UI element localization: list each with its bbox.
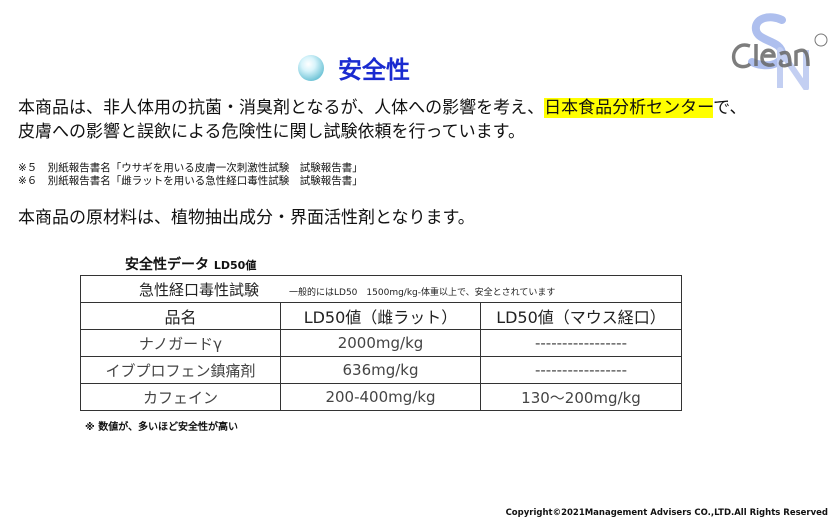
- cell: カフェイン: [80, 383, 281, 411]
- caption-main: 安全性データ: [125, 257, 209, 273]
- company-logo: [731, 13, 828, 90]
- column-header: LD50値（マウス経口）: [480, 302, 682, 330]
- cell: 130～200mg/kg: [480, 383, 682, 411]
- cell: -----------------: [480, 356, 682, 384]
- intro-line1: 本商品は、非人体用の抗菌・消臭剤となるが、人体への影響を考え、: [18, 98, 545, 118]
- cell: 2000mg/kg: [280, 329, 481, 357]
- test-name: 急性経口毒性試験: [139, 280, 260, 299]
- report-notes: ※５ 別紙報告書名「ウサギを用いる皮膚一次刺激性試験 試験報告書」 ※６ 別紙報…: [18, 162, 363, 188]
- caption-sub: LD50値: [213, 259, 257, 272]
- column-header: 品名: [80, 302, 281, 330]
- table-caption: 安全性データ LD50値: [125, 254, 256, 274]
- intro-line2: 皮膚への影響と誤飲による危険性に関し試験依頼を行っています。: [18, 122, 525, 142]
- intro-text: 本商品は、非人体用の抗菌・消臭剤となるが、人体への影響を考え、日本食品分析センタ…: [18, 96, 746, 144]
- table-row: ナノガードγ 2000mg/kg -----------------: [80, 329, 682, 357]
- orb-bullet-icon: [298, 54, 324, 81]
- test-note: 一般的にはLD50 1500mg/kg-体重以上で、安全とされています: [289, 287, 556, 298]
- test-header: 急性経口毒性試験 一般的にはLD50 1500mg/kg-体重以上で、安全とされて…: [80, 275, 682, 303]
- note-5: ※５ 別紙報告書名「ウサギを用いる皮膚一次刺激性試験 試験報告書」: [18, 162, 363, 174]
- note-6: ※６ 別紙報告書名「雌ラットを用いる急性経口毒性試験 試験報告書」: [18, 175, 363, 187]
- table-row: カフェイン 200-400mg/kg 130～200mg/kg: [80, 383, 682, 411]
- safety-data-table: 急性経口毒性試験 一般的にはLD50 1500mg/kg-体重以上で、安全とされて…: [80, 275, 682, 411]
- intro-line1-end: で、: [713, 98, 747, 118]
- materials-text: 本商品の原材料は、植物抽出成分・界面活性剤となります。: [18, 208, 475, 228]
- column-header: LD50値（雌ラット）: [280, 302, 481, 330]
- highlighted-lab-name: 日本食品分析センター: [544, 98, 714, 118]
- cell: ナノガードγ: [80, 329, 281, 357]
- table-row: イブプロフェン鎮痛剤 636mg/kg -----------------: [80, 356, 682, 384]
- cell: 636mg/kg: [280, 356, 481, 384]
- table-footnote: ※ 数値が、多いほど安全性が高い: [85, 422, 239, 433]
- copyright: Copyright©2021Management Advisers CO.,LT…: [505, 508, 828, 518]
- cell: イブプロフェン鎮痛剤: [80, 356, 281, 384]
- cell: -----------------: [480, 329, 682, 357]
- cell: 200-400mg/kg: [280, 383, 481, 411]
- page-title: 安全性: [298, 50, 410, 85]
